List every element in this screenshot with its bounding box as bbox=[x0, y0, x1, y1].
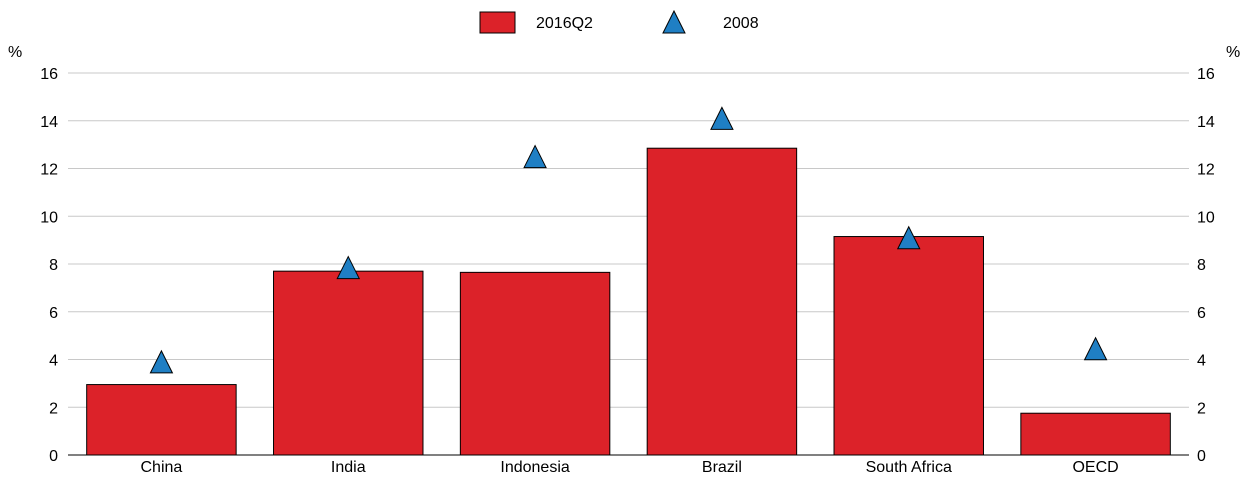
y-tick-label-right: 4 bbox=[1197, 353, 1206, 370]
bar-series bbox=[86, 147, 1171, 456]
y-tick-label-left: 8 bbox=[49, 257, 58, 274]
y-tick-label-right: 10 bbox=[1197, 209, 1215, 226]
triangle-marker bbox=[336, 255, 361, 280]
y-tick-label-left: 4 bbox=[49, 353, 58, 370]
triangle-marker bbox=[523, 144, 547, 169]
legend-label-bar: 2016Q2 bbox=[536, 15, 593, 32]
y-tick-label-left: 6 bbox=[49, 305, 58, 322]
y-tick-label-left: 10 bbox=[40, 209, 58, 226]
x-category-label: OECD bbox=[1072, 459, 1118, 476]
bar bbox=[459, 271, 611, 456]
y-tick-label-left: 12 bbox=[40, 162, 58, 179]
bar bbox=[833, 236, 984, 456]
x-category-label: South Africa bbox=[866, 459, 952, 476]
x-category-label: India bbox=[331, 459, 366, 476]
triangle-marker bbox=[1083, 336, 1108, 361]
x-category-label: Brazil bbox=[702, 459, 742, 476]
labels: % % 0 0 2 2 4 4 6 6 8 8 10 10 12 12 14 14 16 16 China India… bbox=[8, 44, 1240, 476]
y-axis-unit-right: % bbox=[1226, 44, 1240, 61]
legend-label-marker: 2008 bbox=[723, 15, 759, 32]
bar bbox=[1020, 412, 1171, 456]
y-tick-label-left: 2 bbox=[49, 400, 58, 417]
y-axis-unit-left: % bbox=[8, 44, 22, 61]
y-tick-label-right: 12 bbox=[1197, 162, 1215, 179]
bar bbox=[273, 270, 424, 456]
x-category-label: Indonesia bbox=[500, 459, 569, 476]
legend-triangle-marker bbox=[662, 9, 686, 34]
y-tick-label-left: 14 bbox=[40, 114, 58, 131]
y-tick-label-right: 6 bbox=[1197, 305, 1206, 322]
x-category-label: China bbox=[141, 459, 183, 476]
y-tick-label-right: 16 bbox=[1197, 66, 1215, 83]
y-tick-label-right: 0 bbox=[1197, 448, 1206, 465]
y-tick-label-right: 14 bbox=[1197, 114, 1215, 131]
bar bbox=[646, 147, 798, 456]
gridlines bbox=[68, 72, 1189, 408]
triangle-marker bbox=[896, 225, 921, 250]
triangle-marker bbox=[710, 106, 734, 130]
legend: 2016Q2 2008 bbox=[479, 9, 759, 34]
triangle-marker bbox=[149, 349, 174, 374]
legend-swatch-bar bbox=[479, 11, 516, 34]
y-tick-label-right: 2 bbox=[1197, 400, 1206, 417]
bar bbox=[86, 384, 237, 456]
y-tick-label-right: 8 bbox=[1197, 257, 1206, 274]
y-tick-label-left: 0 bbox=[49, 448, 58, 465]
marker-series bbox=[149, 106, 1108, 374]
y-tick-label-left: 16 bbox=[40, 66, 58, 83]
